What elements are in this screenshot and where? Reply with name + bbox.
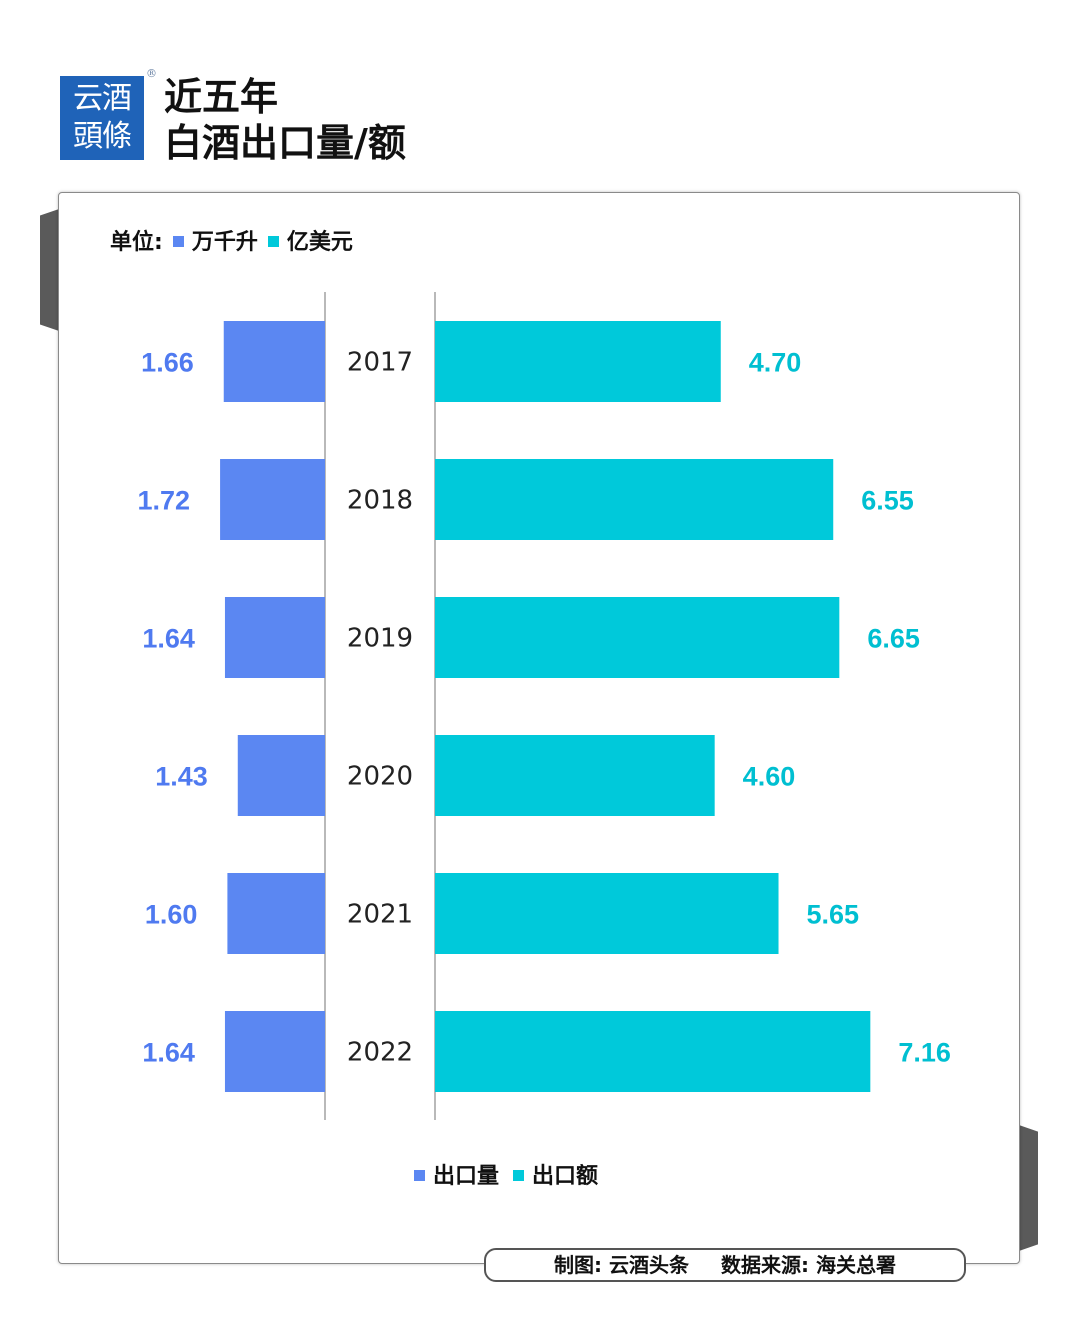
volume-bar: [224, 1011, 325, 1092]
unit-label: 单位: 万千升 亿美元: [110, 228, 353, 258]
year-tick-label: 2020: [347, 762, 413, 792]
value-data-label: 7.16: [898, 1038, 951, 1068]
volume-data-label: 1.66: [141, 348, 194, 378]
value-bar: [435, 597, 840, 678]
made-by-text: 制图: 云酒头条: [554, 1253, 689, 1277]
value-bar: [435, 735, 715, 816]
legend-volume-swatch-icon: [414, 1170, 425, 1181]
title-line-2: 白酒出口量/额: [164, 121, 406, 165]
legend-item-volume: 出口量: [414, 1164, 499, 1189]
volume-swatch-icon: [172, 236, 184, 247]
value-bar: [435, 321, 721, 402]
volume-data-label: 1.64: [142, 1038, 195, 1068]
value-data-label: 4.70: [749, 348, 802, 378]
volume-bar: [220, 459, 325, 540]
value-data-label: 5.65: [807, 900, 860, 930]
value-unit: 亿美元: [286, 230, 353, 255]
year-tick-label: 2019: [347, 624, 413, 654]
year-tick-label: 2022: [347, 1038, 413, 1068]
volume-data-label: 1.60: [145, 900, 198, 930]
legend-volume-label: 出口量: [433, 1164, 500, 1189]
logo-line-1: 云酒: [73, 81, 132, 116]
left-tab-decoration: [40, 208, 62, 332]
chart-legend: 出口量 出口额: [414, 1162, 612, 1192]
value-swatch-icon: [267, 236, 279, 247]
year-tick-label: 2018: [347, 486, 413, 516]
value-data-label: 4.60: [743, 762, 796, 792]
unit-prefix: 单位:: [110, 230, 163, 255]
legend-item-value: 出口额: [513, 1164, 598, 1189]
data-source-text: 数据来源: 海关总署: [721, 1253, 896, 1277]
legend-value-label: 出口额: [532, 1164, 599, 1189]
volume-bar: [223, 321, 325, 402]
year-tick-label: 2021: [347, 900, 413, 930]
right-tab-decoration: [1016, 1124, 1038, 1252]
volume-unit: 万千升: [191, 230, 258, 255]
volume-bar: [224, 597, 325, 678]
value-bar: [435, 1011, 871, 1092]
credit-box: 制图: 云酒头条 数据来源: 海关总署: [484, 1248, 966, 1282]
value-data-label: 6.55: [861, 486, 914, 516]
logo-line-2: 頭條: [73, 119, 132, 154]
value-bar: [435, 459, 834, 540]
volume-data-label: 1.43: [155, 762, 208, 792]
volume-data-label: 1.72: [138, 486, 191, 516]
title-line-1: 近五年: [164, 75, 279, 119]
value-data-label: 6.65: [867, 624, 920, 654]
brand-logo: 云酒 頭條 ®: [60, 68, 157, 160]
value-bar: [435, 873, 779, 954]
volume-data-label: 1.64: [142, 624, 195, 654]
legend-value-swatch-icon: [513, 1170, 525, 1181]
volume-bar: [227, 873, 325, 954]
volume-bar: [237, 735, 325, 816]
registered-mark: ®: [146, 67, 157, 80]
year-tick-label: 2017: [347, 348, 413, 378]
page-title: 近五年 白酒出口量/额: [164, 74, 406, 166]
